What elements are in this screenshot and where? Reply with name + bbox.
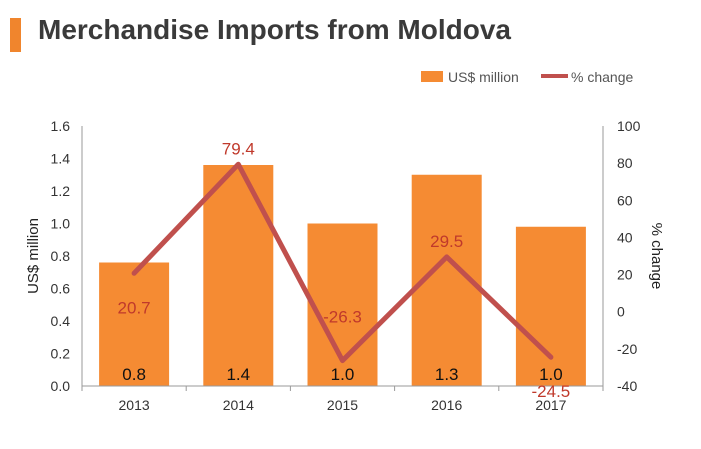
y2-tick-label: 100	[617, 118, 641, 134]
y2-tick-label: 0	[617, 304, 625, 320]
page-title: Merchandise Imports from Moldova	[38, 14, 511, 45]
bar-value-label: 0.8	[122, 365, 146, 384]
x-tick-label: 2014	[223, 397, 254, 413]
y2-tick-label: 40	[617, 229, 633, 245]
y2-tick-label: 20	[617, 267, 633, 283]
line-value-label: -24.5	[532, 382, 571, 401]
y-tick-label: 0.6	[51, 281, 71, 297]
x-tick-label: 2013	[119, 397, 150, 413]
line-value-label: 79.4	[222, 139, 255, 158]
y2-axis-label: % change	[648, 223, 665, 290]
y-tick-label: 0.8	[51, 248, 71, 264]
bar-value-label: 1.3	[435, 365, 459, 384]
y2-tick-label: 60	[617, 192, 633, 208]
bar-2014	[203, 165, 274, 386]
bar-value-label: 1.0	[539, 365, 563, 384]
line-value-label: 20.7	[118, 298, 151, 317]
y2-tick-label: -20	[617, 341, 637, 357]
x-tick-label: 2015	[327, 397, 358, 413]
line-value-label: 29.5	[430, 232, 463, 251]
bar-value-label: 1.0	[331, 365, 355, 384]
bar-2017	[515, 226, 586, 386]
y-tick-label: 1.2	[51, 183, 71, 199]
legend-label-line: % change	[571, 69, 633, 85]
legend-label-bars: US$ million	[448, 69, 519, 85]
x-tick-label: 2016	[431, 397, 462, 413]
y-tick-label: 0.0	[51, 378, 71, 394]
y-tick-label: 1.6	[51, 118, 71, 134]
y2-tick-label: 80	[617, 155, 633, 171]
y-tick-label: 1.0	[51, 216, 71, 232]
legend: US$ million % change	[421, 69, 633, 85]
line-value-label: -26.3	[323, 308, 362, 327]
y-tick-label: 0.4	[51, 313, 71, 329]
y2-tick-label: -40	[617, 378, 637, 394]
y-axis-label: US$ million	[25, 218, 42, 294]
x-tick-label: 2017	[535, 397, 566, 413]
bar-value-label: 1.4	[226, 365, 250, 384]
y-tick-label: 0.2	[51, 346, 71, 362]
plot-area: 0.0 0.2 0.4 0.6 0.8 1.0 1.2 1.4 1.6 -40 -20 0 20 40 60…	[51, 118, 641, 413]
bar-2013	[99, 262, 170, 386]
y-tick-label: 1.4	[51, 151, 71, 167]
legend-swatch-bars	[421, 71, 443, 82]
series-line-pct-change	[131, 161, 554, 364]
title-accent-bar	[10, 18, 21, 52]
